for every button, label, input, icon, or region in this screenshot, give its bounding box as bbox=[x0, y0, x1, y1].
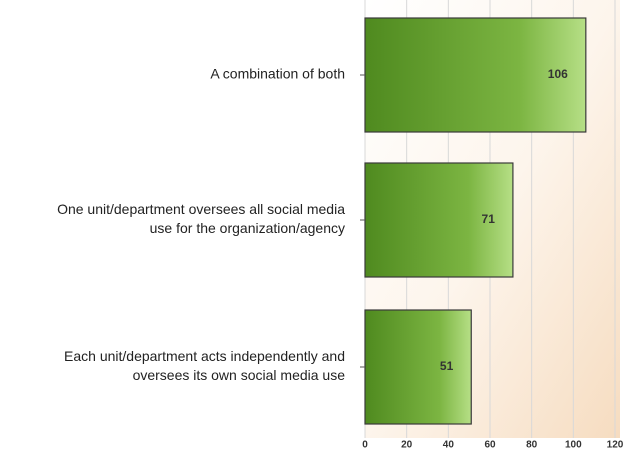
x-tick-label: 20 bbox=[401, 440, 413, 451]
y-tick-label: use for the organization/agency bbox=[150, 220, 345, 236]
x-tick-label: 40 bbox=[443, 440, 455, 451]
bar bbox=[364, 162, 514, 278]
bar bbox=[364, 17, 587, 133]
value-label: 71 bbox=[482, 212, 496, 226]
x-tick-label: 0 bbox=[362, 440, 368, 451]
x-tick-label: 100 bbox=[565, 440, 582, 451]
x-tick-label: 80 bbox=[526, 440, 538, 451]
x-tick-label: 120 bbox=[607, 440, 624, 451]
y-tick-label: oversees its own social media use bbox=[133, 367, 346, 383]
value-label: 51 bbox=[440, 359, 454, 373]
value-label: 106 bbox=[548, 67, 568, 81]
x-tick-label: 60 bbox=[484, 440, 496, 451]
y-tick-label: A combination of both bbox=[210, 66, 345, 82]
y-tick-label: Each unit/department acts independently … bbox=[64, 348, 345, 364]
y-tick-label: One unit/department oversees all social … bbox=[57, 201, 345, 217]
bar bbox=[364, 309, 472, 425]
